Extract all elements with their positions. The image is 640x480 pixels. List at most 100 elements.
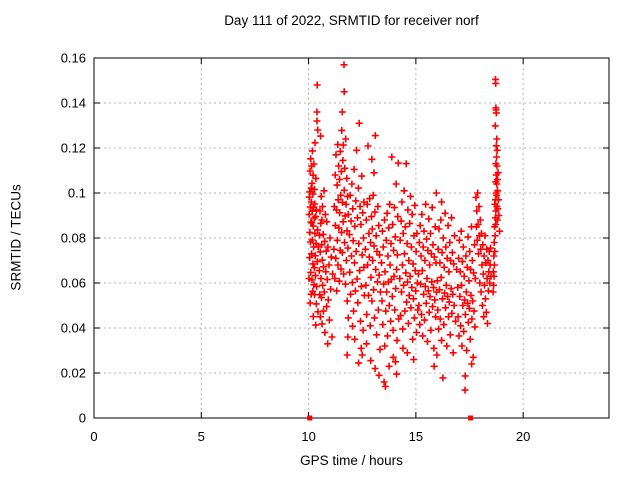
data-point [306, 228, 314, 236]
data-point [392, 285, 400, 293]
data-point [353, 275, 361, 283]
data-point [455, 236, 463, 244]
data-point [390, 204, 398, 212]
data-point [335, 162, 343, 170]
data-point [311, 200, 319, 208]
data-point [438, 249, 446, 257]
data-point [457, 322, 465, 330]
data-point [387, 240, 395, 248]
data-point [481, 281, 488, 289]
data-point [338, 249, 346, 257]
data-point [444, 293, 452, 300]
data-point [309, 190, 317, 198]
data-point [410, 356, 418, 363]
data-point [374, 203, 382, 210]
zero-markers [307, 415, 474, 421]
data-point [427, 326, 435, 334]
data-point [425, 215, 433, 223]
data-point [413, 329, 420, 336]
data-point [477, 245, 485, 253]
data-point [385, 224, 393, 232]
data-point [308, 276, 316, 284]
data-point [393, 251, 401, 259]
data-point [310, 160, 318, 168]
data-point [311, 252, 319, 260]
data-point [317, 219, 325, 227]
data-point [397, 312, 405, 320]
data-point [421, 282, 429, 290]
data-point [379, 243, 387, 251]
data-point [357, 317, 364, 325]
data-point [339, 218, 347, 226]
data-point [324, 243, 332, 251]
data-point [343, 227, 351, 235]
data-point [399, 325, 407, 333]
data-point [438, 336, 446, 344]
data-point [452, 317, 460, 325]
data-point [369, 191, 377, 199]
data-point [476, 279, 484, 287]
data-point [443, 342, 451, 350]
data-point [450, 302, 458, 309]
data-point [430, 362, 438, 370]
data-point [433, 351, 441, 359]
data-point [321, 329, 329, 336]
data-point [435, 225, 443, 233]
data-point [332, 254, 340, 262]
data-point [312, 174, 320, 182]
data-point [348, 252, 355, 260]
data-point [449, 290, 457, 298]
data-point [310, 185, 318, 193]
data-point [331, 171, 339, 179]
data-point [436, 286, 443, 294]
data-point [319, 203, 326, 210]
data-point [359, 326, 367, 334]
data-point [456, 293, 464, 300]
data-point [355, 240, 363, 248]
data-point [494, 169, 502, 177]
data-point [399, 344, 407, 352]
data-point [417, 252, 425, 260]
data-point [453, 266, 461, 273]
zero-marker [307, 415, 313, 421]
data-point [322, 268, 330, 276]
data-point [317, 132, 325, 140]
data-point [448, 309, 456, 317]
data-point [351, 222, 359, 230]
data-point [373, 331, 381, 339]
data-point [486, 279, 494, 287]
data-point [357, 344, 365, 352]
data-point [392, 180, 400, 188]
data-point [467, 291, 475, 299]
data-point [442, 243, 450, 251]
data-point [458, 258, 466, 266]
data-point [466, 248, 474, 255]
data-point [412, 248, 420, 255]
data-point [347, 217, 355, 225]
data-point [403, 240, 411, 248]
data-point [342, 200, 350, 208]
data-point [363, 311, 371, 318]
data-point [320, 288, 328, 296]
data-point [365, 291, 372, 299]
data-point [384, 252, 392, 260]
data-point [308, 179, 316, 187]
data-point [341, 212, 349, 220]
data-point [431, 223, 439, 231]
data-point [398, 288, 405, 296]
data-point [321, 237, 329, 245]
data-point [367, 273, 375, 281]
data-point [424, 338, 431, 345]
data-point [334, 196, 342, 204]
data-point [346, 191, 354, 199]
data-point [352, 248, 360, 255]
data-point [417, 280, 425, 288]
data-point [436, 315, 444, 323]
data-point [416, 321, 424, 329]
data-point [455, 332, 463, 340]
data-point [343, 351, 351, 359]
data-point [426, 261, 434, 269]
x-tick-label: 20 [516, 429, 530, 444]
data-point [335, 277, 343, 285]
